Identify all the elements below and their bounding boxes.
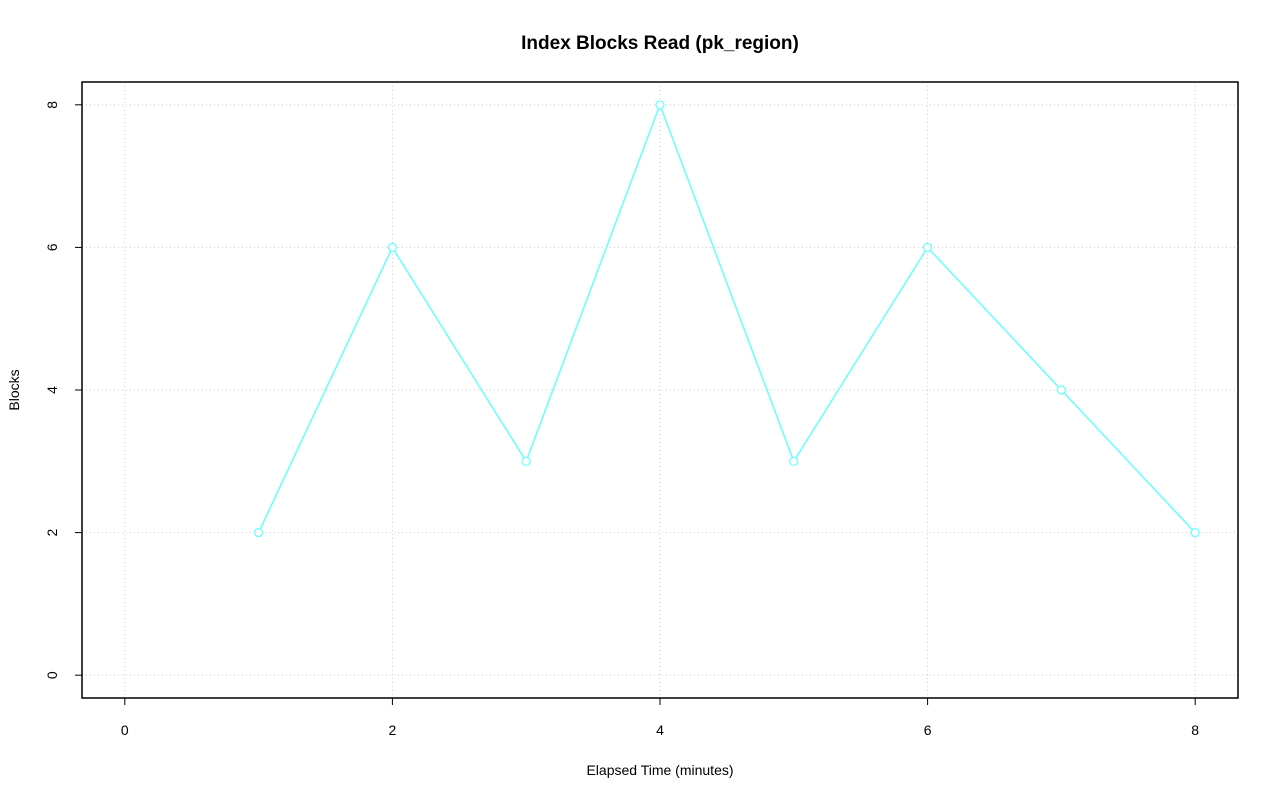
line bbox=[257, 102, 1196, 534]
y-axis-label: Blocks bbox=[6, 369, 22, 410]
y-tick-label: 0 bbox=[44, 671, 60, 679]
x-tick-label: 2 bbox=[389, 722, 397, 738]
y-tick-label: 8 bbox=[44, 101, 60, 109]
point bbox=[521, 456, 531, 466]
point bbox=[254, 527, 264, 538]
point bbox=[387, 242, 398, 253]
y-tick-label: 4 bbox=[44, 386, 60, 394]
point bbox=[1190, 527, 1200, 538]
x-tick-label: 0 bbox=[121, 722, 129, 738]
chart-title: Index Blocks Read (pk_region) bbox=[521, 33, 799, 54]
x-tick-label: 8 bbox=[1191, 722, 1199, 738]
point bbox=[655, 100, 665, 110]
x-tick-label: 4 bbox=[656, 722, 664, 738]
y-tick-label: 6 bbox=[44, 243, 60, 251]
point bbox=[789, 456, 799, 466]
point bbox=[922, 242, 933, 253]
plot-frame bbox=[81, 81, 1239, 699]
point bbox=[1056, 385, 1066, 395]
x-axis-label: Elapsed Time (minutes) bbox=[586, 762, 733, 778]
y-tick-label: 2 bbox=[44, 528, 60, 536]
x-tick-label: 6 bbox=[924, 722, 932, 738]
